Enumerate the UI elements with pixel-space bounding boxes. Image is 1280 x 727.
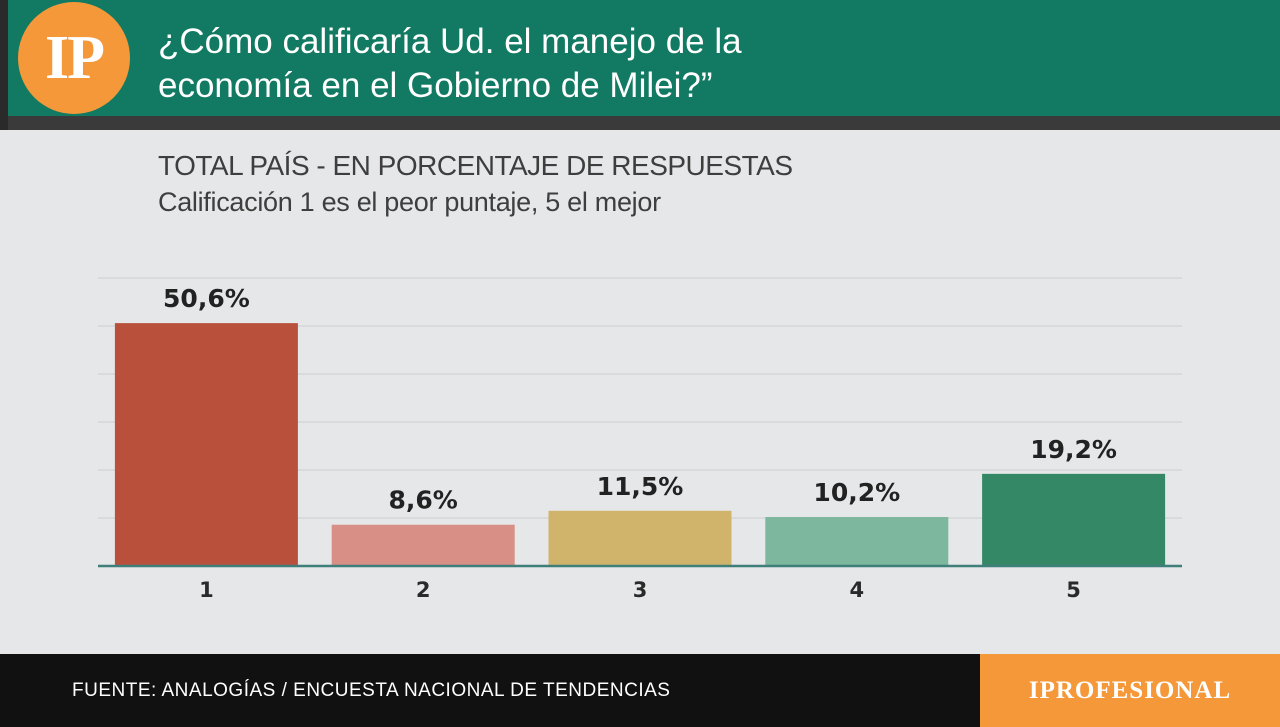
header bbox=[0, 0, 1280, 116]
source-note: FUENTE: ANALOGÍAS / ENCUESTA NACIONAL DE… bbox=[72, 680, 671, 701]
x-tick-label: 1 bbox=[199, 578, 214, 602]
brand-name: IPROFESIONAL bbox=[1028, 676, 1232, 704]
header-band bbox=[0, 0, 1280, 116]
left-edge-bar bbox=[0, 0, 8, 130]
footer: FUENTE: ANALOGÍAS / ENCUESTA NACIONAL DE… bbox=[0, 654, 1280, 727]
bar bbox=[331, 524, 515, 566]
data-label: 11,5% bbox=[597, 472, 684, 501]
logo-text: IP bbox=[45, 24, 105, 92]
x-tick-label: 5 bbox=[1066, 578, 1081, 602]
ip-logo: IP bbox=[18, 2, 130, 114]
data-label: 19,2% bbox=[1030, 435, 1117, 464]
data-label: 10,2% bbox=[813, 478, 900, 507]
bar-chart: 50,6% 1 8,6% 2 11,5% 3 10,2% 4 19,2% 5 bbox=[98, 277, 1182, 602]
x-tick-label: 3 bbox=[633, 578, 648, 602]
bar bbox=[114, 323, 298, 566]
header-divider bbox=[0, 116, 1280, 130]
data-label: 8,6% bbox=[389, 486, 458, 515]
x-tick-label: 2 bbox=[416, 578, 431, 602]
brand-badge: IPROFESIONAL bbox=[980, 654, 1280, 727]
page-title: ¿Cómo calificaría Ud. el manejo de la ec… bbox=[158, 22, 742, 105]
data-label: 50,6% bbox=[163, 284, 250, 313]
x-tick-label: 4 bbox=[849, 578, 864, 602]
chart-subtitle: TOTAL PAÍS - EN PORCENTAJE DE RESPUESTAS bbox=[158, 150, 793, 181]
bar bbox=[982, 473, 1166, 566]
chart-note: Calificación 1 es el peor puntaje, 5 el … bbox=[158, 187, 661, 217]
bar bbox=[548, 510, 732, 566]
bar bbox=[765, 517, 949, 566]
